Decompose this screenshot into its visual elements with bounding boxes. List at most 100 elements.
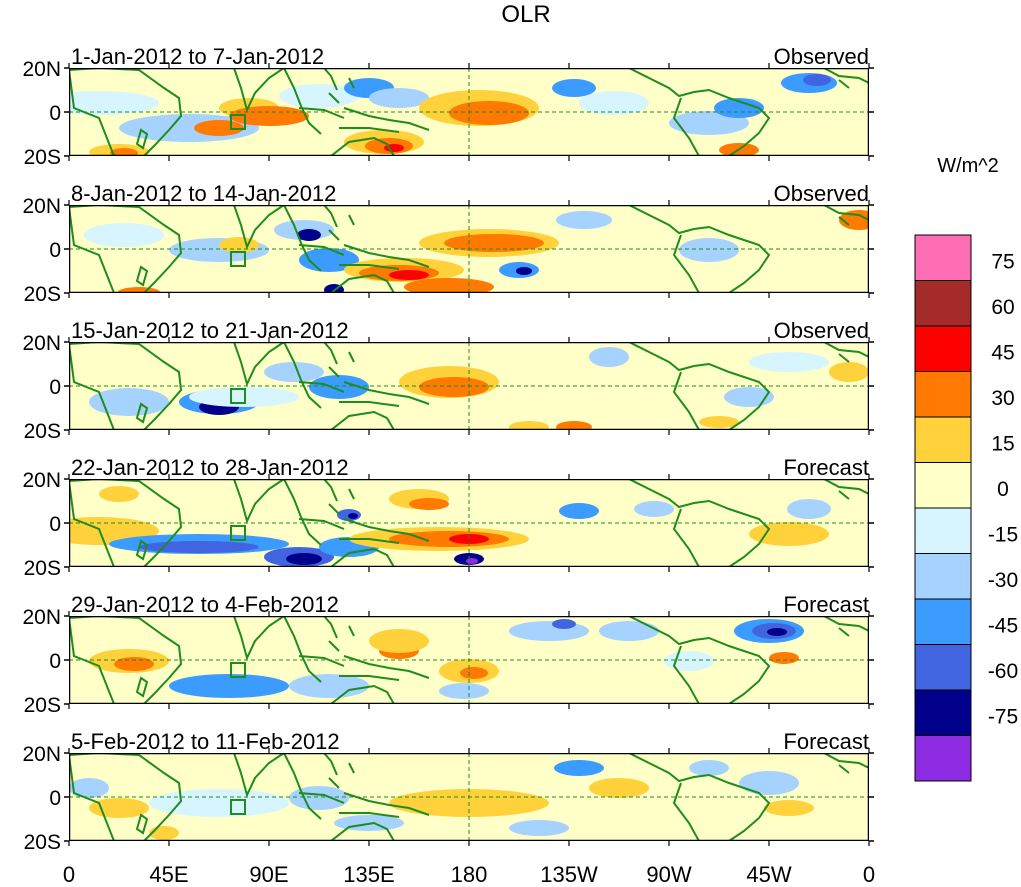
- x-tick-label: 90W: [646, 862, 691, 887]
- y-tick-label: 20S: [24, 420, 61, 443]
- anomaly-contour: [803, 74, 831, 86]
- india-outline: [233, 753, 285, 798]
- panel-kind-label: Forecast: [783, 592, 869, 617]
- colorbar-swatch: [914, 598, 972, 645]
- anomaly-contour: [348, 513, 358, 519]
- panel-map: [69, 68, 869, 156]
- colorbar-swatch: [914, 689, 972, 736]
- longitude-axis: 0 45E 90E 135E 180 135W 90W 45W 0: [63, 862, 875, 887]
- forecast-panel: 5-Feb-2012 to 11-Feb-2012 Forecast 20N 0 20S: [22, 729, 874, 854]
- panel-map: [69, 205, 869, 293]
- se-asia-outline: [283, 68, 345, 135]
- colorbar-label: 60: [991, 296, 1014, 319]
- colorbar-label: 75: [991, 251, 1014, 274]
- panel-date-range: 29-Jan-2012 to 4-Feb-2012: [71, 592, 339, 617]
- y-tick-label: 20N: [22, 606, 61, 629]
- y-tick-label: 0: [49, 102, 61, 125]
- anomaly-contour: [404, 278, 494, 293]
- panel-map: [69, 342, 869, 430]
- anomaly-field: [89, 347, 869, 430]
- x-tick-label: 0: [63, 862, 75, 887]
- anomaly-contour: [117, 287, 161, 293]
- y-tick-label: 0: [49, 650, 61, 673]
- west-africa-outline: [823, 616, 869, 637]
- anomaly-contour: [749, 352, 829, 372]
- colorbar-label: -15: [988, 524, 1018, 547]
- americas-outline: [628, 479, 771, 567]
- anomaly-contour: [297, 229, 321, 241]
- madagascar-outline: [135, 676, 149, 698]
- region-box: [230, 525, 246, 541]
- anomaly-contour: [149, 789, 289, 817]
- madagascar-outline: [135, 265, 149, 287]
- anomaly-contour: [599, 621, 659, 641]
- anomaly-contour: [589, 347, 629, 367]
- colorbar-swatch: [914, 735, 972, 782]
- panel-kind-label: Observed: [774, 44, 869, 69]
- west-africa-outline: [823, 68, 869, 89]
- y-tick-label: 0: [49, 239, 61, 262]
- anomaly-contour: [552, 79, 596, 97]
- forecast-panel: 8-Jan-2012 to 14-Jan-2012 Observed 20N 0 20S: [22, 181, 874, 306]
- philippines-outline: [323, 205, 355, 228]
- land-outlines: [69, 68, 869, 156]
- panel-kind-label: Observed: [774, 318, 869, 343]
- y-tick-label: 0: [49, 787, 61, 810]
- colorbar-label: -30: [988, 569, 1018, 592]
- y-tick-label: 20S: [24, 694, 61, 717]
- y-tick-label: 20N: [22, 332, 61, 355]
- anomaly-contour: [554, 760, 604, 776]
- india-outline: [233, 68, 285, 113]
- indonesia-outline: [339, 244, 430, 270]
- anomaly-contour: [369, 629, 429, 653]
- philippines-outline: [323, 753, 355, 776]
- anomaly-contour: [89, 388, 169, 416]
- anomaly-contour: [419, 795, 539, 815]
- anomaly-contour: [787, 499, 831, 519]
- colorbar-swatch: [914, 644, 972, 691]
- anomaly-contour: [509, 421, 549, 430]
- anomaly-contour: [289, 674, 369, 698]
- anomaly-contour: [714, 98, 764, 118]
- colorbar-label: 15: [991, 433, 1014, 456]
- philippines-outline: [323, 479, 355, 502]
- anomaly-contour: [509, 820, 569, 836]
- philippines-outline: [323, 68, 355, 91]
- colorbar-swatch: [914, 507, 972, 554]
- anomaly-contour: [689, 760, 729, 776]
- colorbar-swatch: [914, 280, 972, 327]
- anomaly-contour: [169, 674, 289, 698]
- west-africa-outline: [823, 205, 869, 226]
- colorbar-swatch: [914, 371, 972, 418]
- anomaly-contour: [634, 501, 674, 517]
- y-tick-label: 20S: [24, 831, 61, 854]
- forecast-panel: 22-Jan-2012 to 28-Jan-2012 Forecast 20N 0 20…: [22, 455, 874, 580]
- colorbar-label: 30: [991, 387, 1014, 410]
- map-frame: [69, 479, 869, 567]
- x-tick-label: 135W: [540, 862, 598, 887]
- colorbar: W/m^2 75 60 45 30 15 0 -15 -30 -45 -60 -75: [914, 155, 1018, 782]
- anomaly-contour: [439, 683, 489, 699]
- panel-map: [69, 753, 869, 841]
- panel-kind-label: Forecast: [783, 455, 869, 480]
- panel-stack: 1-Jan-2012 to 7-Jan-2012 Observed20N020S8…: [22, 44, 874, 854]
- colorbar-swatch: [914, 462, 972, 509]
- x-tick-label: 90E: [249, 862, 288, 887]
- colorbar-swatch: [914, 325, 972, 372]
- anomaly-contour: [389, 270, 429, 280]
- land-outlines: [69, 616, 869, 704]
- region-box: [230, 388, 246, 404]
- madagascar-outline: [135, 128, 149, 150]
- anomaly-contour: [309, 375, 369, 399]
- anomaly-contour: [559, 503, 599, 519]
- anomaly-contour: [149, 826, 179, 840]
- colorbar-units: W/m^2: [937, 155, 999, 177]
- map-frame: [69, 205, 869, 293]
- madagascar-outline: [135, 813, 149, 835]
- philippines-outline: [323, 616, 355, 639]
- anomaly-contour: [369, 88, 429, 108]
- anomaly-contour: [69, 91, 159, 115]
- se-asia-outline: [283, 205, 345, 272]
- anomaly-contour: [264, 362, 324, 382]
- panel-kind-label: Observed: [774, 181, 869, 206]
